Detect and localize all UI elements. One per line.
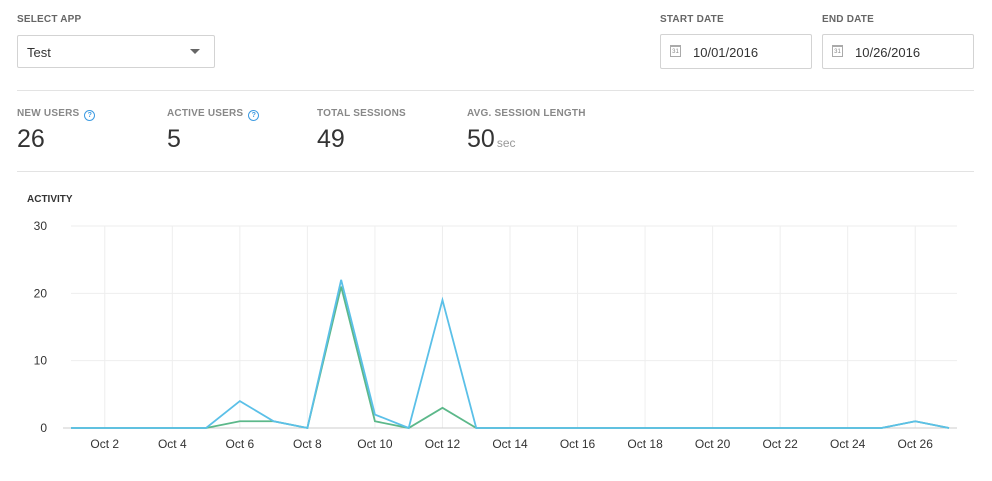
x-tick-label: Oct 6: [226, 437, 255, 451]
x-tick-label: Oct 24: [830, 437, 866, 451]
help-icon[interactable]: ?: [248, 110, 260, 121]
end-date-label: END DATE: [822, 14, 874, 25]
avg-session-length-unit: sec: [496, 136, 516, 150]
help-icon[interactable]: ?: [84, 110, 96, 121]
new-users-label: NEW USERS?: [17, 108, 96, 121]
y-tick-label: 10: [34, 354, 48, 368]
avg-session-length-label: AVG. SESSION LENGTH: [467, 108, 586, 119]
chart-title: ACTIVITY: [27, 194, 73, 205]
avg-session-length-value: 50 sec: [467, 125, 516, 154]
active-users-value: 5: [167, 125, 181, 153]
x-tick-label: Oct 4: [158, 437, 187, 451]
divider-top: [17, 90, 974, 91]
new-users-value: 26: [17, 125, 45, 153]
start-date-input[interactable]: 31 10/01/2016: [660, 34, 812, 69]
x-tick-label: Oct 14: [492, 437, 528, 451]
x-tick-label: Oct 12: [425, 437, 461, 451]
end-date-input[interactable]: 31 10/26/2016: [822, 34, 974, 69]
new-users-label-text: NEW USERS: [17, 108, 80, 119]
avg-session-length-number: 50: [467, 125, 495, 153]
x-tick-label: Oct 20: [695, 437, 731, 451]
x-tick-label: Oct 10: [357, 437, 393, 451]
calendar-icon: 31: [670, 45, 681, 57]
y-tick-label: 0: [40, 421, 47, 435]
total-sessions-value: 49: [317, 125, 345, 153]
caret-down-icon: [190, 49, 200, 54]
select-app-value: Test: [27, 45, 51, 60]
y-tick-label: 20: [34, 286, 48, 300]
end-date-value: 10/26/2016: [855, 45, 921, 60]
y-tick-label: 30: [34, 219, 48, 233]
x-tick-label: Oct 22: [762, 437, 798, 451]
x-tick-label: Oct 26: [898, 437, 934, 451]
calendar-icon: 31: [832, 45, 843, 57]
series-line-2: [71, 279, 950, 430]
active-users-label-text: ACTIVE USERS: [167, 108, 244, 119]
x-tick-label: Oct 16: [560, 437, 596, 451]
active-users-label: ACTIVE USERS?: [167, 108, 260, 121]
x-tick-label: Oct 8: [293, 437, 322, 451]
start-date-value: 10/01/2016: [693, 45, 759, 60]
select-app-dropdown[interactable]: Test: [17, 35, 215, 68]
x-tick-label: Oct 2: [90, 437, 119, 451]
start-date-label: START DATE: [660, 14, 724, 25]
x-tick-label: Oct 18: [627, 437, 663, 451]
total-sessions-label: TOTAL SESSIONS: [317, 108, 406, 119]
divider-middle: [17, 171, 974, 172]
select-app-label: SELECT APP: [17, 14, 82, 25]
